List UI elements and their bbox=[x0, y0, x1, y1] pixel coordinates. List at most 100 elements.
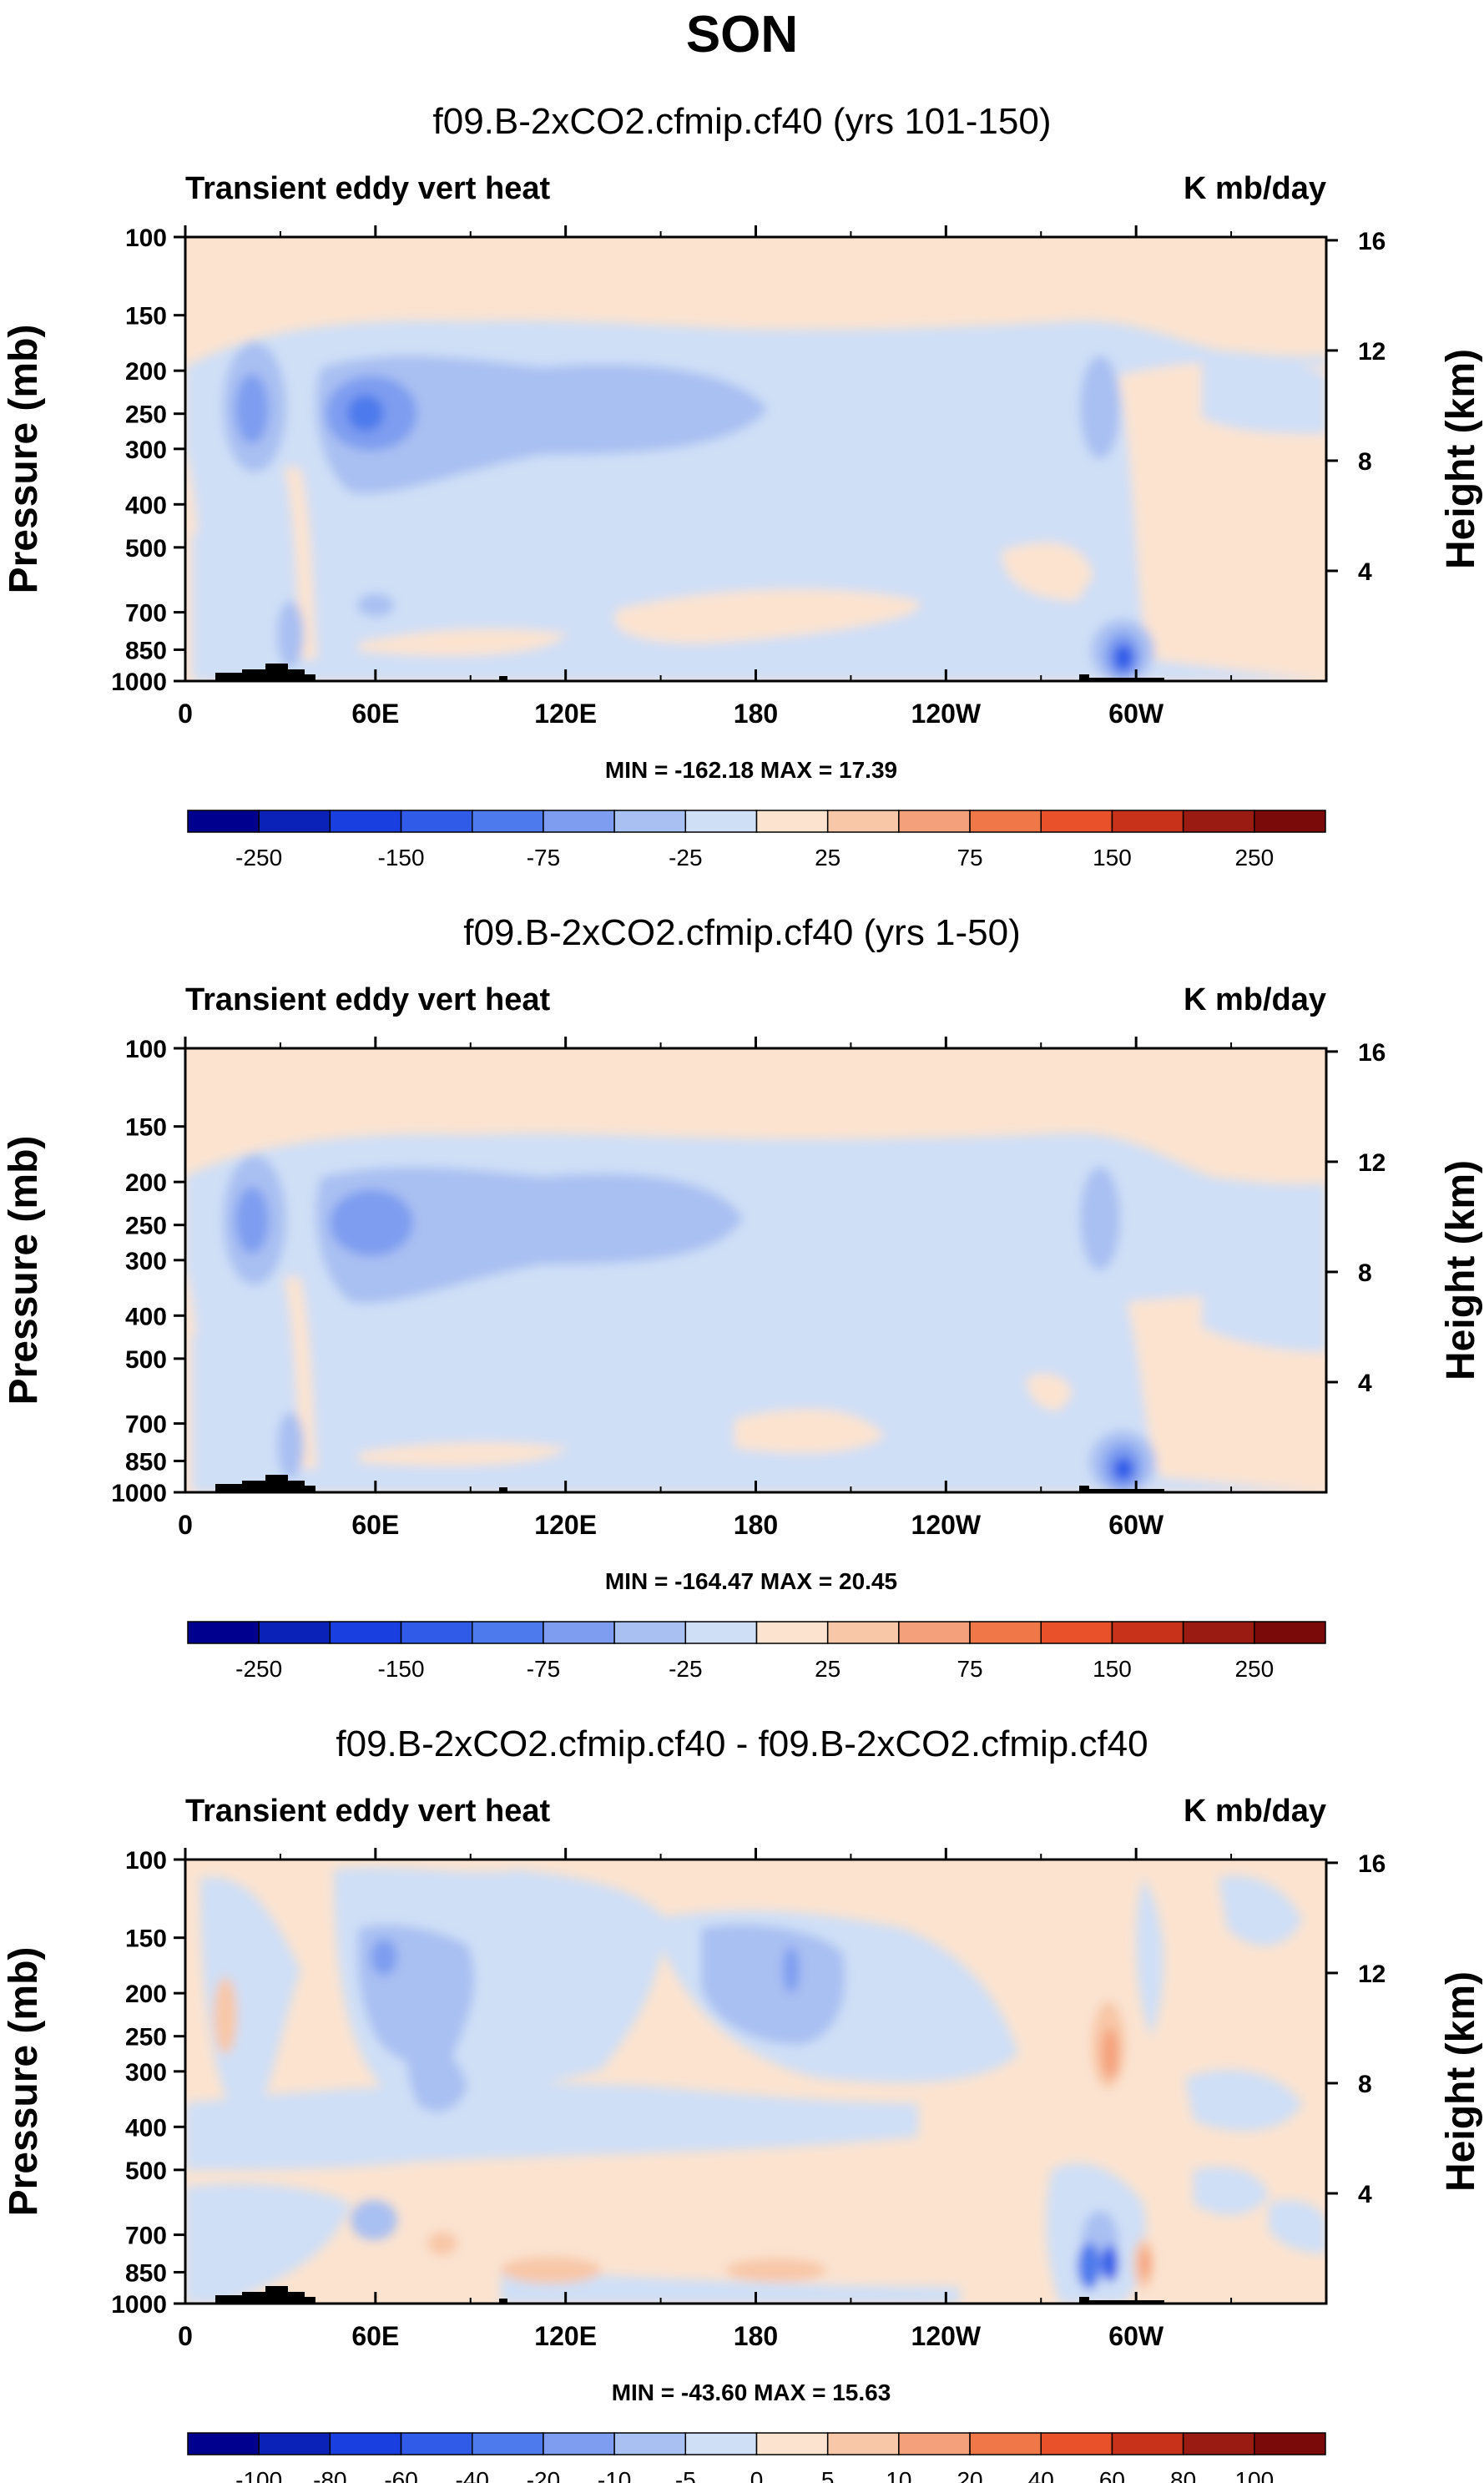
colorbar-label: -80 bbox=[313, 2467, 346, 2483]
y2-tick-label: 12 bbox=[1358, 1961, 1386, 1988]
y-tick-label: 100 bbox=[125, 225, 167, 252]
y-tick-label: 250 bbox=[125, 401, 167, 429]
colorbar-swatch bbox=[1182, 1621, 1255, 1644]
colorbar-label: 20 bbox=[957, 2467, 982, 2483]
y-tick-label: 700 bbox=[125, 2223, 167, 2250]
colorbar-swatch bbox=[1254, 810, 1326, 833]
y2-tick-label: 8 bbox=[1358, 2071, 1372, 2098]
panel-3-xaxis: 0 60E 120E 180 120W 60W bbox=[178, 1848, 1233, 2351]
colorbar-swatch bbox=[329, 1621, 402, 1644]
panel-2-title: f09.B-2xCO2.cfmip.cf40 (yrs 1-50) bbox=[463, 912, 1021, 953]
panel-1-units: K mb/day bbox=[1184, 171, 1326, 206]
field-orange-lower bbox=[614, 589, 921, 643]
field-orange-right bbox=[1118, 361, 1326, 681]
panel-3-ylabel: Pressure (mb) bbox=[2, 1947, 46, 2217]
y-tick-label: 200 bbox=[125, 1169, 167, 1197]
x-tick-label: 60E bbox=[351, 2321, 399, 2351]
field-light-blue bbox=[1269, 2200, 1326, 2253]
field-blue-low bbox=[192, 531, 267, 681]
field-deep-blue bbox=[1113, 644, 1133, 671]
colorbar-swatch bbox=[258, 2432, 331, 2455]
y-tick-label: 400 bbox=[125, 492, 167, 519]
field-blue bbox=[330, 1189, 413, 1256]
x-tick-label: 180 bbox=[734, 2321, 778, 2351]
x-tick-label: 120W bbox=[911, 1510, 982, 1540]
colorbar-swatch bbox=[684, 2432, 758, 2455]
colorbar-swatch bbox=[543, 810, 615, 833]
x-tick-label: 60E bbox=[351, 1510, 399, 1540]
panel-1-yaxis: 100 150 200 250 300 400 500 700 850 1000 bbox=[111, 225, 185, 696]
field-blue bbox=[235, 1187, 269, 1254]
colorbar-label: 75 bbox=[957, 1656, 982, 1682]
panel-1-xaxis: 0 60E 120E 180 120W 60W bbox=[178, 225, 1233, 729]
colorbar-swatch bbox=[684, 1621, 758, 1644]
colorbar-label: 100 bbox=[1234, 2467, 1274, 2483]
colorbar-swatch bbox=[1040, 2432, 1113, 2455]
colorbar-swatch bbox=[472, 1621, 544, 1644]
colorbar-swatch bbox=[1111, 810, 1184, 833]
field-orange bbox=[214, 1977, 237, 2054]
y-tick-label: 100 bbox=[125, 1036, 167, 1063]
colorbar-swatch bbox=[898, 2432, 971, 2455]
field-light-blue bbox=[1219, 1875, 1302, 1946]
y2-tick-label: 12 bbox=[1358, 1149, 1386, 1177]
field-strong-blue bbox=[347, 395, 384, 431]
figure-title: SON bbox=[686, 6, 798, 63]
panel-3-units: K mb/day bbox=[1184, 1794, 1326, 1829]
x-tick-label: 120E bbox=[534, 699, 597, 729]
colorbar-swatch bbox=[400, 1621, 473, 1644]
y-tick-label: 500 bbox=[125, 1346, 167, 1374]
y-tick-label: 1000 bbox=[111, 1480, 167, 1507]
colorbar-label: 150 bbox=[1093, 845, 1132, 871]
colorbar-label: -5 bbox=[675, 2467, 696, 2483]
topography bbox=[215, 664, 315, 681]
panel-1-left-label: Transient eddy vert heat bbox=[185, 171, 550, 206]
y2-tick-label: 12 bbox=[1358, 338, 1386, 366]
colorbar-swatch bbox=[187, 1621, 260, 1644]
colorbar-label: -250 bbox=[235, 845, 282, 871]
field-deep-blue bbox=[1102, 2245, 1118, 2282]
field-blue bbox=[371, 1939, 397, 1976]
panel-2-field bbox=[185, 1048, 1326, 1492]
colorbar-label: -150 bbox=[378, 1656, 425, 1682]
y2-tick-label: 8 bbox=[1358, 1259, 1372, 1287]
colorbar-swatch bbox=[755, 810, 829, 833]
field-deep-blue bbox=[1113, 1457, 1133, 1481]
panel-2-y2label: Height (km) bbox=[1439, 1160, 1483, 1380]
x-tick-label: 0 bbox=[178, 699, 193, 729]
y-tick-label: 700 bbox=[125, 600, 167, 628]
x-tick-label: 60W bbox=[1108, 2321, 1164, 2351]
y-tick-label: 150 bbox=[125, 1925, 167, 1953]
y-tick-label: 200 bbox=[125, 358, 167, 386]
field-mid-blue bbox=[357, 593, 394, 617]
colorbar-label: 75 bbox=[957, 845, 982, 871]
topography bbox=[215, 1475, 315, 1492]
colorbar-swatch bbox=[187, 2432, 260, 2455]
colorbar-swatch bbox=[1182, 2432, 1255, 2455]
x-tick-label: 60E bbox=[351, 699, 399, 729]
y-tick-label: 850 bbox=[125, 1448, 167, 1476]
colorbar-label: 250 bbox=[1234, 1656, 1274, 1682]
colorbar-swatch bbox=[1040, 1621, 1113, 1644]
colorbar-label: 25 bbox=[815, 845, 840, 871]
colorbar-swatch bbox=[543, 1621, 615, 1644]
colorbar-swatch bbox=[543, 2432, 615, 2455]
panel-3-left-label: Transient eddy vert heat bbox=[185, 1794, 550, 1829]
colorbar-swatch bbox=[258, 1621, 331, 1644]
colorbar-swatch bbox=[400, 2432, 473, 2455]
field-darker-orange bbox=[1140, 2248, 1150, 2279]
panel-2-units: K mb/day bbox=[1184, 982, 1326, 1017]
y-tick-label: 850 bbox=[125, 637, 167, 664]
field-light-blue bbox=[1185, 2070, 1302, 2132]
panel-2-ylabel: Pressure (mb) bbox=[2, 1136, 46, 1406]
y-tick-label: 700 bbox=[125, 1411, 167, 1439]
colorbar-label: 25 bbox=[815, 1656, 840, 1682]
colorbar-label: 5 bbox=[821, 2467, 835, 2483]
field-orange bbox=[501, 2257, 601, 2284]
y2-tick-label: 16 bbox=[1358, 1850, 1386, 1878]
panel-3-title: f09.B-2xCO2.cfmip.cf40 - f09.B-2xCO2.cfm… bbox=[336, 1723, 1148, 1764]
y2-tick-label: 4 bbox=[1358, 2181, 1372, 2208]
y-tick-label: 300 bbox=[125, 1248, 167, 1275]
panel-2-colorbar: -250 -150 -75 -25 25 75 150 250 bbox=[187, 1621, 1326, 1682]
colorbar-swatch bbox=[826, 2432, 900, 2455]
